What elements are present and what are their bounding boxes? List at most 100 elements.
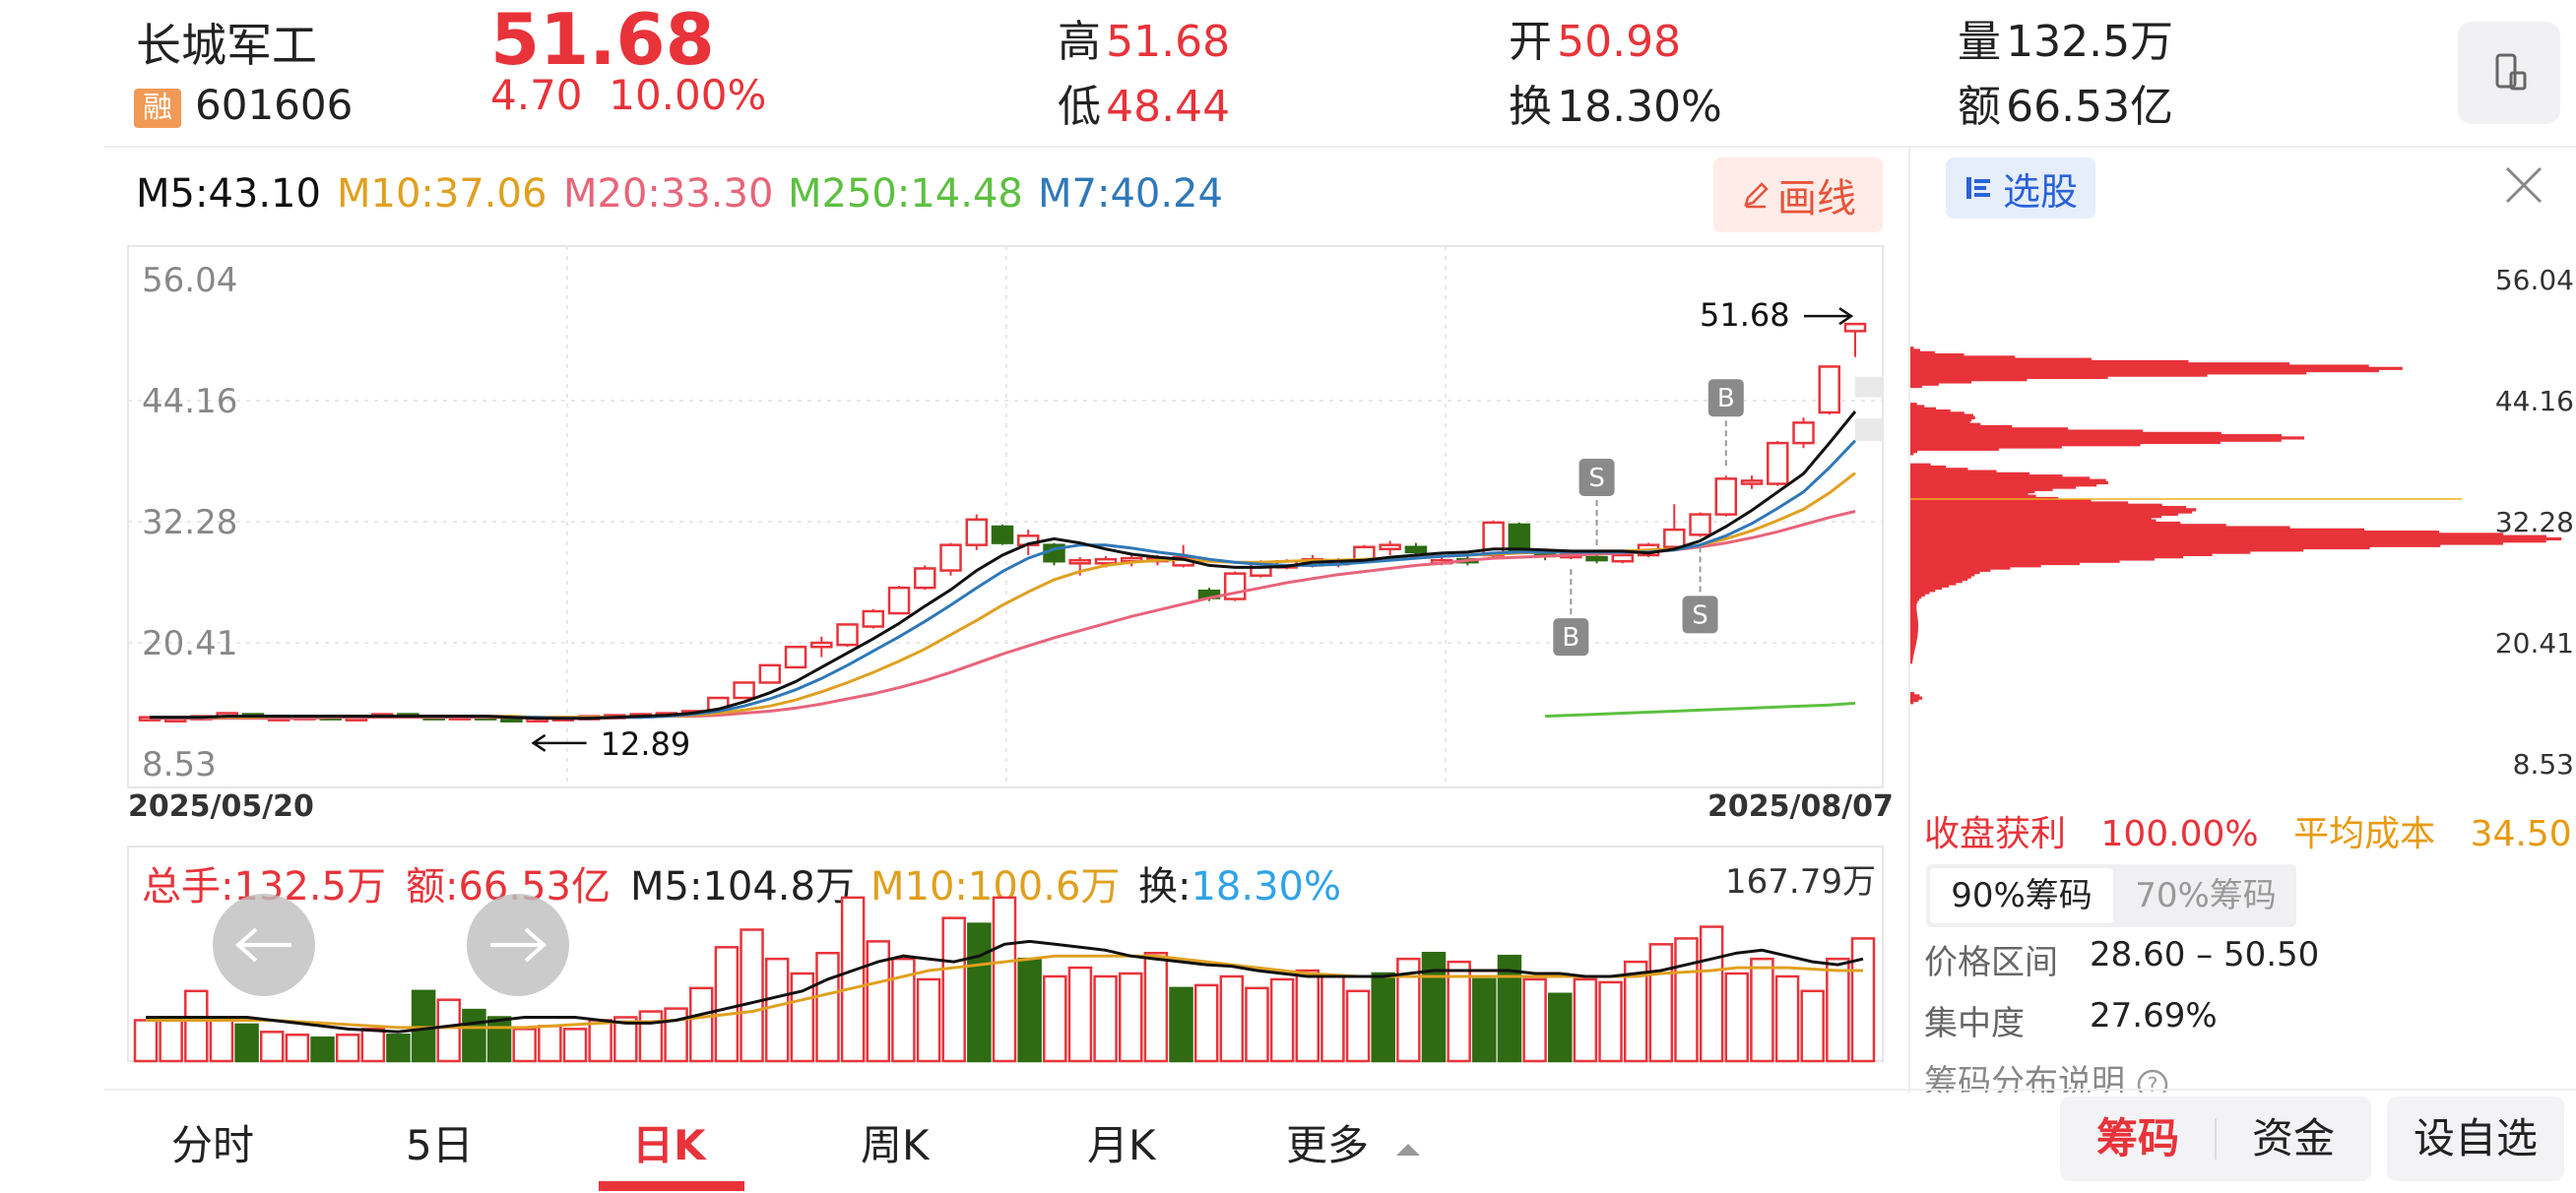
chip-bar [1910,620,1918,624]
chip-y-tick: 32.28 [2495,506,2574,538]
marker-badge [1707,379,1744,417]
chip-bar [1910,418,1972,422]
tabs-divider [104,1089,2576,1091]
change-percent: 10.00% [609,71,767,119]
high-label: 高 [1058,17,1101,67]
chip-bar [1910,545,2370,550]
chip-bar [1910,449,1918,454]
scroll-right-button[interactable] [467,894,569,996]
chip-bar [1910,593,1925,597]
volume-turnover-value: 18.30% [1191,864,1342,910]
tab-weekly-k[interactable]: 周K [861,1121,930,1169]
chip-bar [1910,411,1964,415]
scroll-left-button[interactable] [213,894,315,996]
ma7-legend: M7:40.24 [1038,171,1223,217]
chip-bar [1910,368,2379,373]
ma5-line [150,410,1857,721]
candle-body [939,543,962,572]
chip-bar [1910,501,2129,505]
chips-button[interactable]: 筹码 [2095,1114,2179,1162]
chip-explain-link[interactable]: 筹码分布说明 ? [1924,1055,2169,1093]
phone-rotate-icon [2495,53,2527,91]
chip-bar [1910,494,2036,498]
chip-bar [1910,463,1931,467]
chip-bar [1910,566,2011,570]
chip-bar [1910,589,1936,593]
chip-distribution-chart: 56.04 44.16 32.28 20.41 8.53 [1910,264,2574,781]
tab-monthly-k[interactable]: 月K [1087,1121,1156,1169]
funds-button[interactable]: 资金 [2251,1114,2335,1162]
chip-bar [1910,568,1991,572]
candlestick-chart[interactable]: 56.04 44.16 32.28 20.41 8.53 S B B S 51.68 12.89 [0,0,1910,837]
candle-body [1792,421,1815,445]
tab-daily-k[interactable]: 日K [632,1121,706,1169]
chip-bar [1910,658,1913,662]
tab-intraday[interactable]: 分时 [171,1121,255,1169]
chip-bar [1910,415,1975,420]
close-panel-button[interactable] [2501,157,2546,221]
chip-bar [1910,636,1918,640]
stock-name: 长城军工 [136,19,317,72]
gap-shade [1855,376,1883,398]
tab-90-chips[interactable]: 90%筹码 [1930,868,2113,923]
tab-5day[interactable]: 5日 [406,1121,474,1169]
tab-more[interactable]: 更多 [1286,1112,1423,1172]
chip-bar [1910,564,2041,568]
chip-bar [1910,505,2187,510]
volume-bar [764,957,790,1063]
chip-bar [1910,539,2546,543]
tab-70-chips[interactable]: 70%筹码 [2135,876,2277,915]
draw-line-button[interactable]: 画线 [1713,157,1883,232]
chip-bar [1910,429,2144,433]
chip-bar [1910,613,1918,617]
volume-bar [1421,951,1447,1063]
chip-bar [1910,647,1915,651]
chip-bar [1910,698,1919,703]
volume-bar [840,896,866,1063]
volume-bar [1118,972,1143,1063]
current-price: 51.68 [490,0,715,81]
chip-bar [1910,424,2013,429]
landscape-toggle-button[interactable] [2458,22,2560,124]
chip-bar [1910,346,1914,350]
chip-bar [1910,517,2152,521]
volume-bar [992,896,1017,1063]
candle-body [1585,555,1608,562]
chip-bar [1910,364,2369,368]
chip-bar [1910,631,1918,635]
chip-bar [1910,561,2080,566]
volume-bar [159,1016,183,1063]
volume-bar [184,989,209,1063]
chip-bar [1910,353,1964,357]
chip-bar [1910,548,2304,552]
chip-bar [1910,508,2197,512]
chip-bar [1910,591,1930,595]
chip-bar [1910,577,1967,582]
pencil-icon [1744,182,1769,209]
volume-bar [1320,974,1345,1063]
chip-bar [1910,624,1919,628]
stock-picker-button[interactable]: 选股 [1946,157,2095,219]
chip-bar [1910,512,2178,516]
chip-bar [1910,503,2162,507]
volume-bar [538,1025,562,1063]
volume-bar [1143,951,1169,1063]
volume-ma5-legend: M5:104.8万 [630,864,855,910]
chip-bar [1910,660,1913,664]
candle-body [733,681,755,700]
chip-bar [1910,371,2307,375]
add-watchlist-button[interactable]: 设自选 [2387,1097,2564,1181]
high-price-annotation: 51.68 [1700,296,1790,334]
chip-bar [1910,375,2108,380]
candle-body [1611,553,1635,563]
chip-bar [1910,431,2222,435]
chip-bar [1910,362,2290,366]
chip-bar [1910,550,2251,554]
chip-bar [1910,534,2546,538]
volume-bar [209,1019,234,1063]
close-icon [2505,166,2543,204]
close-profit-row: 收盘获利 100.00% 平均成本 34.50 [1924,805,2572,856]
volume-bar [234,1023,259,1063]
turnover-value: 18.30% [1557,82,1722,132]
stock-picker-label: 选股 [2002,169,2078,214]
